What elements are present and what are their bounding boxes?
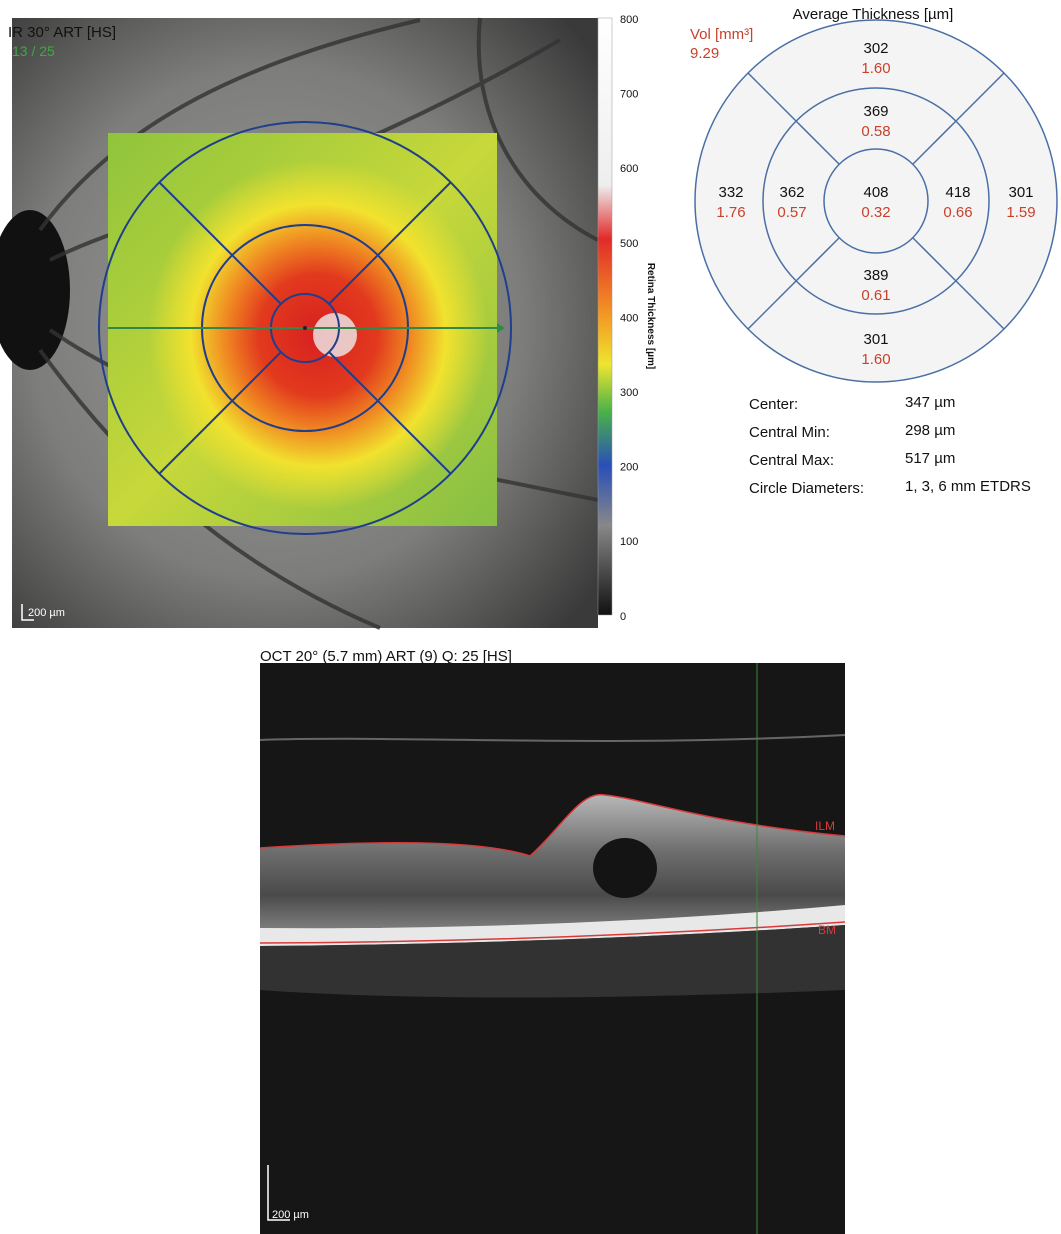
fundus-image bbox=[0, 18, 598, 628]
sector-volume: 0.57 bbox=[777, 204, 806, 221]
etdrs-title: Average Thickness [µm] bbox=[793, 6, 954, 23]
stat-value: 347 µm bbox=[905, 394, 955, 411]
stat-value: 298 µm bbox=[905, 422, 955, 439]
sector-thickness: 369 bbox=[863, 103, 888, 120]
sector-volume: 1.60 bbox=[861, 60, 890, 77]
sector-volume: 1.60 bbox=[861, 351, 890, 368]
oct-scale: 200 µm bbox=[272, 1209, 309, 1221]
report: IR 30° ART [HS] 13 / 25 200 µm 800 700 600… bbox=[0, 0, 1061, 1234]
fundus-title: IR 30° ART [HS] bbox=[8, 24, 116, 41]
colorbar-tick: 500 bbox=[620, 238, 638, 250]
sector-volume: 1.59 bbox=[1006, 204, 1035, 221]
sector-volume: 0.61 bbox=[861, 287, 890, 304]
stat-value: 1, 3, 6 mm ETDRS bbox=[905, 478, 1031, 495]
sector-volume: 0.66 bbox=[943, 204, 972, 221]
frame-counter: 13 / 25 bbox=[12, 43, 55, 59]
oct-title: OCT 20° (5.7 mm) ART (9) Q: 25 [HS] bbox=[260, 648, 512, 665]
sector-thickness: 362 bbox=[779, 184, 804, 201]
colorbar-tick: 700 bbox=[620, 89, 638, 101]
sector-thickness: 332 bbox=[718, 184, 743, 201]
colorbar-tick: 200 bbox=[620, 462, 638, 474]
volume-label: Vol [mm³] bbox=[690, 26, 753, 43]
bm-label: BM bbox=[818, 923, 836, 937]
sector-thickness: 301 bbox=[863, 331, 888, 348]
stat-label: Center: bbox=[749, 396, 798, 413]
sector-volume: 1.76 bbox=[716, 204, 745, 221]
sector-volume: 0.32 bbox=[861, 204, 890, 221]
colorbar-label: Retina Thickness [µm] bbox=[645, 263, 656, 369]
colorbar-tick: 800 bbox=[620, 14, 638, 26]
sector-thickness: 408 bbox=[863, 184, 888, 201]
colorbar bbox=[598, 18, 612, 615]
colorbar-tick: 400 bbox=[620, 312, 638, 324]
fundus-scale: 200 µm bbox=[28, 607, 65, 619]
sector-volume: 0.58 bbox=[861, 123, 890, 140]
stat-label: Central Min: bbox=[749, 424, 830, 441]
ilm-label: ILM bbox=[815, 819, 835, 833]
colorbar-tick: 600 bbox=[620, 163, 638, 175]
stat-label: Central Max: bbox=[749, 452, 834, 469]
oct-image bbox=[260, 663, 845, 1234]
colorbar-tick: 0 bbox=[620, 611, 626, 623]
colorbar-tick: 300 bbox=[620, 387, 638, 399]
stat-value: 517 µm bbox=[905, 450, 955, 467]
sector-thickness: 302 bbox=[863, 40, 888, 57]
sector-thickness: 418 bbox=[945, 184, 970, 201]
stat-label: Circle Diameters: bbox=[749, 480, 864, 497]
sector-thickness: 389 bbox=[863, 267, 888, 284]
total-volume: 9.29 bbox=[690, 45, 719, 62]
colorbar-tick: 100 bbox=[620, 536, 638, 548]
sector-thickness: 301 bbox=[1008, 184, 1033, 201]
